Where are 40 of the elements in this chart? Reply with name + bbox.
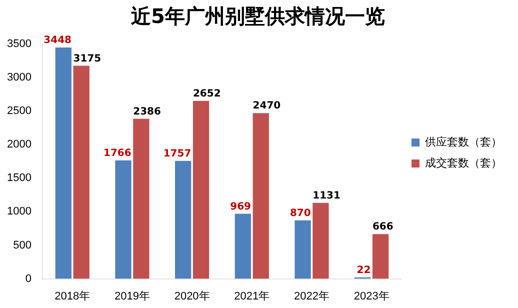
y-tick-label: 1000 (6, 206, 32, 218)
bar (115, 160, 132, 279)
x-tick-label: 2018年 (54, 290, 90, 302)
data-label: 969 (230, 201, 252, 212)
data-label: 666 (372, 222, 394, 233)
data-label: 3175 (73, 53, 102, 64)
data-label: 1766 (103, 148, 132, 159)
data-label: 1131 (312, 190, 341, 202)
data-label: 2652 (192, 88, 221, 100)
chart-title: 近5年广州别墅供求情况一览 (130, 4, 385, 28)
y-tick-label: 3000 (6, 72, 32, 84)
data-label: 22 (356, 264, 371, 276)
bar (252, 113, 269, 279)
y-tick-label: 1500 (6, 172, 32, 184)
x-tick-label: 2023年 (354, 290, 390, 302)
y-tick-label: 3500 (6, 38, 32, 50)
x-tick-label: 2019年 (114, 290, 150, 302)
data-label: 870 (290, 208, 311, 220)
y-tick-label: 0 (25, 272, 32, 285)
bar (234, 214, 252, 279)
y-tick-label: 2500 (6, 105, 32, 118)
legend-label: 成交套数（套） (425, 156, 502, 170)
x-tick-label: 2021年 (234, 290, 270, 302)
bar (175, 160, 192, 279)
bar (372, 234, 389, 279)
legend-label: 供应套数（套） (425, 135, 502, 148)
bar (133, 118, 150, 279)
y-tick-label: 500 (13, 239, 32, 252)
bar (55, 47, 72, 279)
data-label: 2470 (252, 100, 281, 112)
data-label: 3448 (44, 35, 72, 46)
bar (312, 202, 329, 279)
x-tick-label: 2020年 (174, 290, 210, 302)
y-tick-label: 2000 (6, 138, 32, 151)
data-label: 1757 (163, 148, 192, 160)
bar (192, 100, 210, 279)
data-label: 2386 (133, 106, 161, 118)
x-tick-label: 2022年 (294, 290, 330, 302)
bar (73, 66, 90, 279)
bar (294, 220, 311, 279)
